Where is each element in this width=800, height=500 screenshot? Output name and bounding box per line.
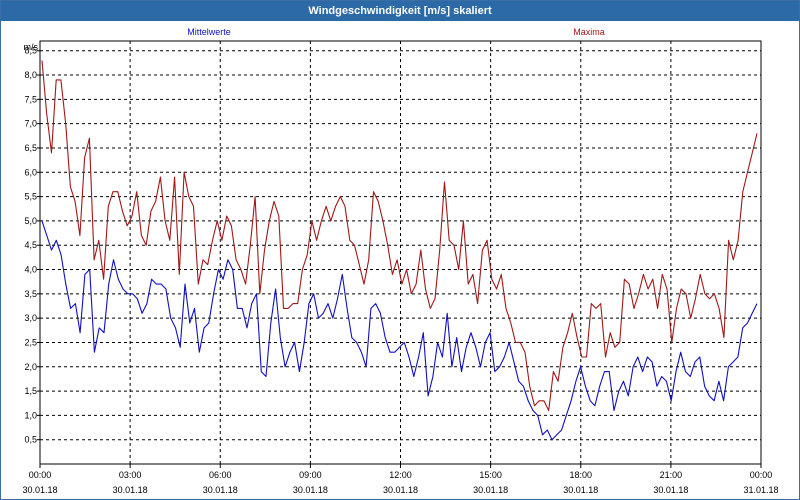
y-tick-label: 2,0 [24, 362, 37, 372]
x-tick-date: 30.01.18 [293, 485, 328, 495]
y-tick-label: 8,5 [24, 46, 37, 56]
y-tick-label: 1,5 [24, 386, 37, 396]
x-tick-date: 30.01.18 [383, 485, 418, 495]
x-tick-time: 06:00 [209, 470, 232, 480]
y-tick-label: 6,0 [24, 167, 37, 177]
axes [37, 40, 762, 468]
y-axis-label: m/s [24, 42, 39, 52]
y-tick-label: 5,0 [24, 216, 37, 226]
y-tick-label: 7,0 [24, 119, 37, 129]
x-tick-time: 21:00 [660, 470, 683, 480]
legend-maxima: Maxima [573, 27, 605, 37]
legend-mittelwerte: Mittelwerte [187, 27, 231, 37]
x-tick-date: 30.01.18 [113, 485, 148, 495]
x-tick-date: 30.01.18 [203, 485, 238, 495]
series [41, 60, 758, 441]
x-tick-date: 30.01.18 [22, 485, 57, 495]
y-tick-label: 7,5 [24, 94, 37, 104]
x-tick-date: 31.01.18 [743, 485, 778, 495]
y-tick-label: 2,5 [24, 337, 37, 347]
x-tick-time: 15:00 [479, 470, 502, 480]
x-tick-time: 00:00 [29, 470, 52, 480]
y-tick-label: 3,0 [24, 313, 37, 323]
y-tick-label: 6,5 [24, 143, 37, 153]
y-tick-label: 4,5 [24, 240, 37, 250]
y-tick-label: 3,5 [24, 289, 37, 299]
x-tick-time: 00:00 [750, 470, 773, 480]
y-tick-label: 8,0 [24, 70, 37, 80]
y-tick-label: 0,5 [24, 435, 37, 445]
window-title: Windgeschwindigkeit [m/s] skaliert [1, 1, 799, 21]
x-tick-time: 12:00 [389, 470, 412, 480]
grid [40, 41, 761, 464]
x-tick-date: 30.01.18 [473, 485, 508, 495]
x-tick-time: 18:00 [569, 470, 592, 480]
x-tick-date: 30.01.18 [563, 485, 598, 495]
y-tick-label: 5,5 [24, 192, 37, 202]
x-tick-time: 03:00 [119, 470, 142, 480]
x-tick-time: 09:00 [299, 470, 322, 480]
y-tick-label: 1,0 [24, 410, 37, 420]
labels: 0,5 1,0 1,5 2,0 2,5 3,0 3,5 4,0 4,5 5,0 5,5 6,0 6,5 7… [22, 27, 778, 495]
series-line-maxima [41, 60, 758, 412]
y-tick-label: 4,0 [24, 265, 37, 275]
x-tick-date: 30.01.18 [653, 485, 688, 495]
series-line-mittelwerte [41, 220, 758, 441]
